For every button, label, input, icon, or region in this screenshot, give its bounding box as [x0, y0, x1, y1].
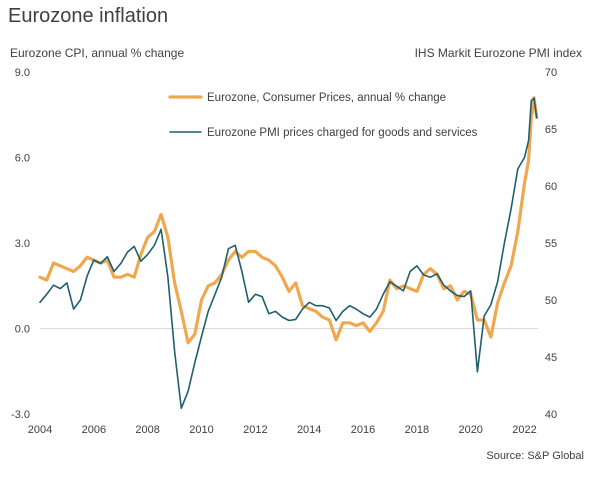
right-tick-label: 60: [545, 181, 557, 193]
legend: Eurozone, Consumer Prices, annual % chan…: [168, 92, 478, 139]
x-tick-label: 2022: [512, 424, 536, 436]
pmi-series-line: [39, 97, 538, 410]
x-tick-label: 2016: [351, 424, 375, 436]
left-axis-label: Eurozone CPI, annual % change: [10, 46, 184, 60]
right-axis-ticks: 40 45 50 55 60 65 70: [545, 67, 557, 421]
left-tick-label: 9.0: [15, 67, 30, 79]
right-axis-label: IHS Markit Eurozone PMI index: [415, 46, 582, 60]
left-tick-label: 6.0: [15, 153, 30, 165]
source-note: Source: S&P Global: [486, 450, 584, 462]
right-tick-label: 50: [545, 295, 557, 307]
x-tick-label: 2020: [458, 424, 482, 436]
x-tick-label: 2008: [135, 424, 159, 436]
right-tick-label: 55: [545, 238, 557, 250]
x-axis-ticks: 2004 2006 2008 2010 2012 2014 2016 2018 2020 2022: [28, 424, 537, 436]
left-axis-ticks: -3.0 0.0 3.0 6.0 9.0: [11, 67, 30, 421]
left-tick-label: 0.0: [15, 324, 30, 336]
series-layer: [38, 96, 539, 410]
right-tick-label: 70: [545, 67, 557, 79]
left-tick-label: 3.0: [15, 238, 30, 250]
right-tick-label: 65: [545, 124, 557, 136]
x-tick-label: 2018: [405, 424, 429, 436]
x-tick-label: 2012: [243, 424, 267, 436]
x-tick-label: 2004: [28, 424, 52, 436]
x-tick-label: 2006: [82, 424, 106, 436]
x-tick-label: 2014: [297, 424, 321, 436]
left-tick-label: -3.0: [11, 409, 30, 421]
legend-pmi-label: Eurozone PMI prices charged for goods an…: [207, 127, 478, 139]
right-tick-label: 45: [545, 352, 557, 364]
chart-title: Eurozone inflation: [8, 5, 168, 27]
cpi-series-line: [38, 96, 539, 345]
legend-cpi-label: Eurozone, Consumer Prices, annual % chan…: [207, 92, 446, 104]
x-tick-label: 2010: [189, 424, 213, 436]
right-tick-label: 40: [545, 409, 557, 421]
